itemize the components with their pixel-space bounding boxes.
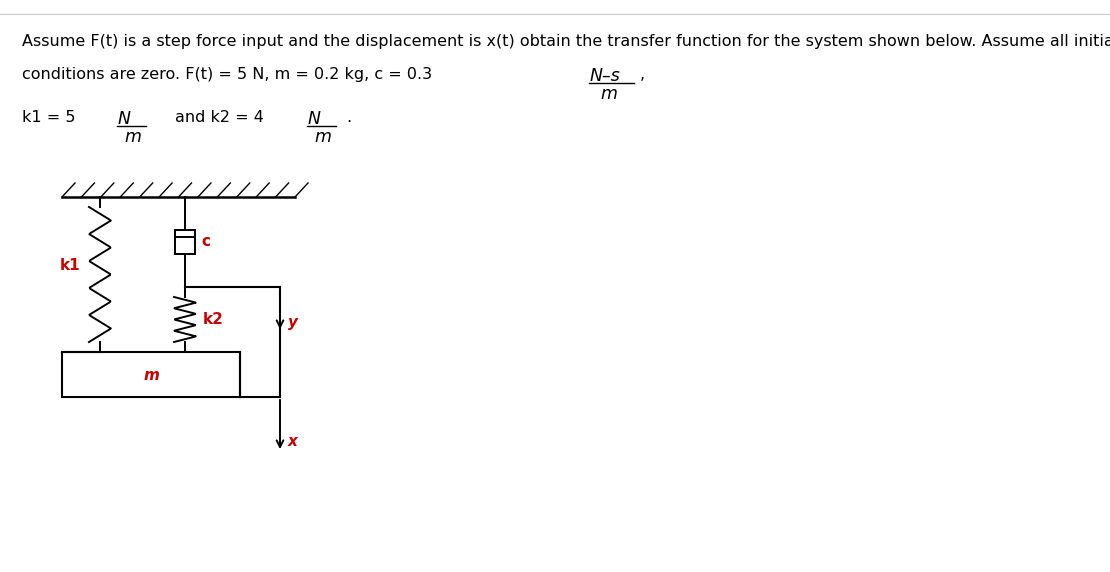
Text: Assume F(t) is a step force input and the displacement is x(t) obtain the transf: Assume F(t) is a step force input and th… [22, 34, 1110, 49]
Text: ,: , [640, 67, 645, 82]
Text: N: N [118, 110, 131, 128]
Text: N: N [307, 110, 321, 128]
Text: m: m [124, 128, 141, 146]
Text: c: c [201, 235, 210, 249]
Text: x: x [287, 435, 297, 450]
Text: y: y [287, 315, 297, 329]
Text: m: m [314, 128, 331, 146]
Bar [175, 230, 195, 254]
Text: k1: k1 [59, 257, 80, 272]
Text: conditions are zero. F(t) = 5 N, m = 0.2 kg, c = 0.3: conditions are zero. F(t) = 5 N, m = 0.2… [22, 67, 432, 82]
Text: N–s: N–s [591, 67, 620, 85]
Text: m: m [143, 367, 159, 383]
Text: and k2 = 4: and k2 = 4 [175, 110, 264, 125]
Text: k2: k2 [203, 312, 224, 328]
Text: k1 = 5: k1 = 5 [22, 110, 75, 125]
Text: .: . [346, 110, 351, 125]
Text: m: m [601, 85, 617, 103]
Bar [62, 352, 240, 397]
